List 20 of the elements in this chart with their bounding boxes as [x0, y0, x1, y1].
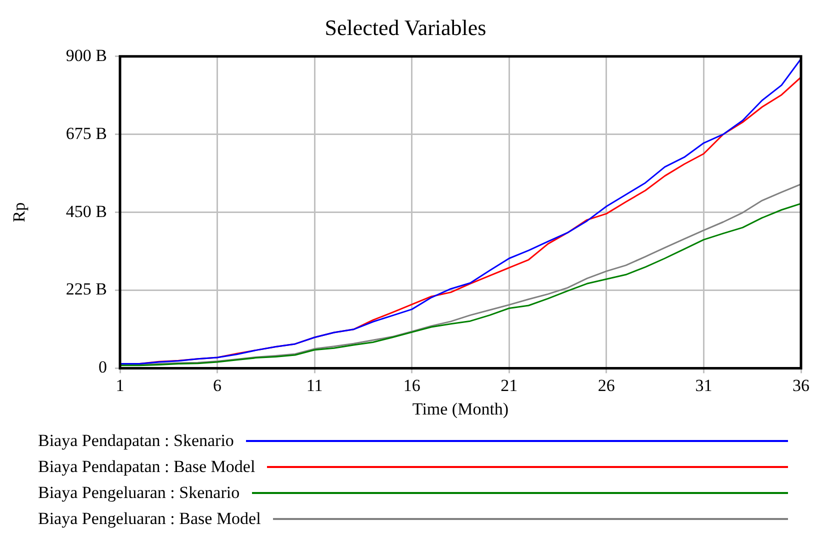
legend-label: Biaya Pendapatan : Skenario [38, 431, 234, 451]
y-tick-label: 225 B [66, 280, 107, 299]
legend-label: Biaya Pengeluaran : Base Model [38, 509, 261, 529]
x-tick-label: 6 [213, 376, 222, 395]
x-tick-label: 36 [792, 376, 810, 395]
legend-label: Biaya Pengeluaran : Skenario [38, 483, 240, 503]
legend-label: Biaya Pendapatan : Base Model [38, 457, 256, 477]
x-tick-label: 16 [403, 376, 420, 395]
x-tick-label: 11 [306, 376, 323, 395]
y-tick-label: 450 B [66, 202, 107, 221]
y-tick-label: 900 B [66, 46, 107, 65]
y-tick-label: 675 B [66, 124, 107, 143]
x-tick-label: 31 [695, 376, 712, 395]
y-tick-label: 0 [98, 358, 107, 377]
chart-title: Selected Variables [324, 14, 486, 40]
x-tick-label: 1 [116, 376, 124, 395]
x-tick-label: 26 [598, 376, 615, 395]
y-axis-title: Rp [10, 202, 29, 222]
x-axis-title: Time (Month) [412, 399, 509, 418]
x-tick-label: 21 [500, 376, 518, 395]
